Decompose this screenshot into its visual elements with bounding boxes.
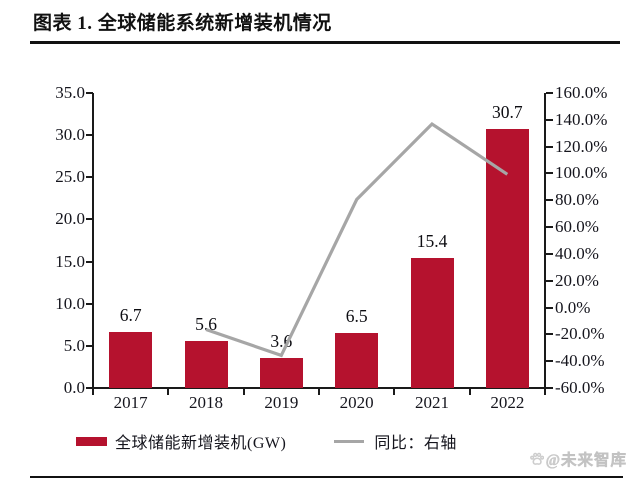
y-axis-left-tick-mark — [86, 344, 93, 347]
x-axis-tick-mark — [468, 388, 471, 395]
y-axis-right — [544, 93, 546, 388]
y-axis-left-tick-label: 20.0 — [55, 209, 85, 229]
y-axis-right-tick-label: 100.0% — [555, 163, 608, 183]
y-axis-left-tick-label: 5.0 — [63, 335, 85, 355]
bar-2018 — [184, 340, 228, 388]
y-axis-right-tick-label: -40.0% — [555, 351, 605, 371]
bar-2019 — [259, 357, 303, 388]
y-axis-right-tick-mark — [546, 199, 553, 202]
y-axis-right-tick-mark — [546, 333, 553, 336]
bar-value-label: 30.7 — [492, 102, 523, 123]
y-axis-right-tick-mark — [546, 118, 553, 121]
x-axis-tick-mark — [318, 388, 320, 395]
bar-2022 — [485, 129, 529, 388]
y-axis-right-tick-label: 0.0% — [555, 297, 591, 317]
x-axis-tick-mark — [393, 388, 396, 395]
legend-bar-label: 全球储能新增装机(GW) — [115, 435, 287, 452]
y-axis-left-tick-mark — [86, 92, 93, 94]
x-axis-label: 2022 — [490, 393, 525, 412]
y-axis-left-tick-label: 0.0 — [63, 378, 85, 397]
y-axis-right-tick-label: 120.0% — [555, 136, 608, 156]
bar-value-label: 5.6 — [195, 313, 217, 334]
title-divider — [30, 41, 620, 44]
y-axis-right-tick-mark — [546, 360, 553, 363]
y-axis-right-tick-label: 40.0% — [555, 243, 599, 263]
legend-line-swatch — [334, 439, 365, 443]
bar-2017 — [109, 331, 153, 388]
chart-title: 图表 1. 全球储能系统新增装机情况 — [33, 13, 332, 34]
legend: 全球储能新增装机(GW) 同比：右轴 — [76, 431, 457, 452]
y-axis-left-tick-label: 35.0 — [55, 83, 85, 102]
x-axis-label: 2020 — [339, 393, 374, 412]
y-axis-left-tick-mark — [86, 134, 93, 137]
y-axis-left-tick-label: 30.0 — [55, 125, 85, 145]
bar-2020 — [335, 333, 379, 388]
paw-icon — [529, 452, 544, 465]
x-axis-tick-mark — [544, 388, 546, 395]
bottom-divider — [30, 476, 623, 478]
bar-value-label: 6.7 — [119, 304, 142, 325]
y-axis-left-tick-label: 10.0 — [55, 293, 85, 313]
x-axis-label: 2018 — [189, 393, 223, 412]
x-axis-label: 2021 — [415, 393, 449, 412]
bar-value-label: 15.4 — [416, 231, 448, 252]
y-axis-right-tick-mark — [546, 279, 553, 282]
yoy-line-path — [205, 121, 509, 358]
watermark: @未来智库 — [529, 450, 627, 469]
y-axis-right-tick-label: -60.0% — [555, 378, 605, 397]
y-axis-left-tick-mark — [86, 260, 93, 263]
y-axis-right-tick-mark — [546, 226, 553, 229]
y-axis-left-tick-mark — [86, 176, 93, 179]
watermark-text: @未来智库 — [545, 452, 627, 469]
y-axis-left — [92, 93, 94, 388]
y-axis-left-tick-label: 25.0 — [55, 167, 85, 187]
y-axis-left-tick-label: 15.0 — [55, 251, 85, 271]
legend-bar-swatch — [76, 436, 107, 446]
y-axis-right-tick-label: 140.0% — [555, 109, 608, 129]
y-axis-right-tick-label: 20.0% — [555, 270, 599, 290]
bar-value-label: 6.5 — [345, 306, 368, 327]
y-axis-right-tick-mark — [546, 92, 553, 94]
y-axis-left-tick-mark — [86, 387, 93, 389]
x-axis-tick-mark — [167, 388, 170, 395]
x-axis-tick-mark — [242, 388, 245, 395]
y-axis-left-tick-mark — [86, 218, 93, 221]
y-axis-right-tick-mark — [546, 172, 553, 175]
y-axis-right-tick-mark — [546, 387, 553, 389]
y-axis-right-tick-mark — [546, 145, 553, 148]
x-axis-tick-mark — [92, 388, 94, 395]
legend-line-label: 同比：右轴 — [374, 435, 457, 452]
y-axis-right-tick-label: -20.0% — [555, 324, 605, 344]
y-axis-right-tick-label: 80.0% — [555, 190, 599, 210]
bar-2021 — [410, 258, 454, 388]
y-axis-right-tick-label: 160.0% — [555, 83, 608, 102]
y-axis-right-tick-mark — [546, 252, 553, 255]
y-axis-right-tick-mark — [546, 306, 553, 309]
y-axis-right-tick-label: 60.0% — [555, 217, 599, 237]
x-axis-label: 2019 — [264, 393, 299, 412]
x-axis-label: 2017 — [113, 393, 148, 412]
y-axis-left-tick-mark — [86, 302, 93, 305]
